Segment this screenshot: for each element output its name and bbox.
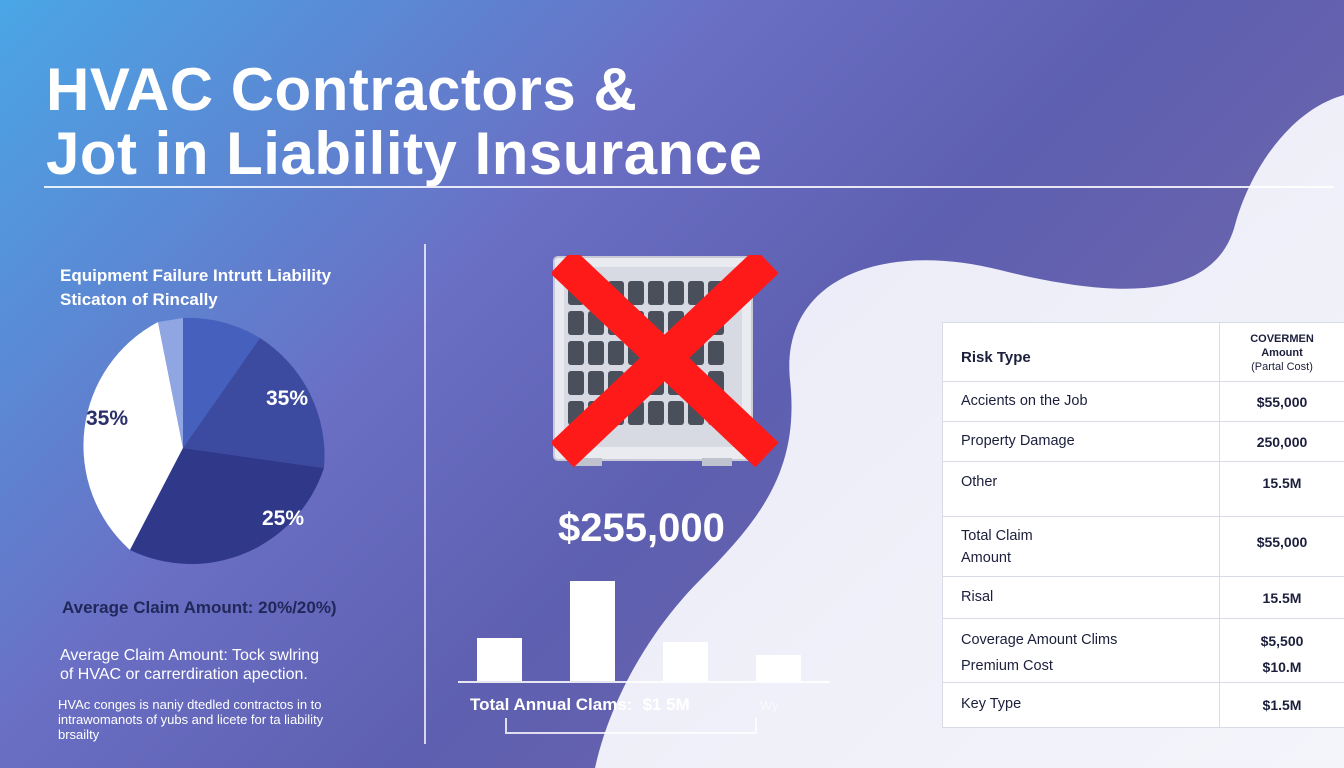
footnote-line-1: HVAc conges is naniy dtedled contractos … (58, 697, 322, 712)
footnote-line-3: brsailty (58, 727, 100, 742)
pie-slice-white (83, 322, 183, 550)
pie-label-indigo: 35% (266, 387, 309, 410)
pie-slice-blue (183, 317, 260, 448)
table-row: Accients on the Job $55,000 (943, 381, 1344, 422)
title-divider (44, 186, 1334, 188)
average-claim-caption: Average Claim Amount: 20%/20%) (62, 598, 337, 617)
table-row: Risal 15.5M (943, 576, 1344, 619)
table-cell-amount: $55,000 (1256, 394, 1308, 410)
table-row: Total Claim Amount $55,000 (943, 516, 1344, 577)
bar-chart-bar (477, 638, 522, 681)
table-cell-risk: Total Claim Amount (961, 525, 1033, 569)
title-line-1: HVAC Contractors & (46, 56, 638, 123)
pie-label-white: 35% (86, 407, 129, 430)
claim-amount: $255,000 (558, 506, 725, 550)
table-cell-amount: $55,000 (1256, 534, 1308, 550)
table-header-row: Risk Type COVERMEN Amount (Partal Cost) (943, 323, 1344, 382)
table-row: Other 15.5M (943, 461, 1344, 517)
table-header-coverage: COVERMEN Amount (Partal Cost) (1219, 332, 1344, 374)
bar-chart-bar (756, 655, 801, 681)
total-annual-claims: Total Annual Clams: $1 5M (470, 695, 700, 715)
average-claim-description: Average Claim Amount: Tock swlring of HV… (60, 646, 390, 684)
table-row: Coverage Amount Clims Premium Cost $5,50… (943, 618, 1344, 683)
table-cell-amount: $1.5M (1262, 697, 1302, 713)
table-column-divider (1219, 323, 1220, 727)
table-cell-risk: Accients on the Job (961, 393, 1088, 409)
table-cell-risk-line-2: Premium Cost (961, 658, 1053, 674)
table-cell-risk: Other (961, 474, 998, 490)
pie-slice-navy (130, 448, 324, 565)
table-cell-risk: Risal (961, 589, 994, 605)
bar-chart-bar (570, 581, 615, 681)
table-header-risk-type: Risk Type (961, 349, 1031, 366)
pie-heading: Equipment Failure Intrutt Liability Stic… (60, 264, 400, 312)
pie-slice-indigo (183, 338, 325, 468)
table-row: Property Damage 250,000 (943, 421, 1344, 462)
pie-chart (83, 317, 325, 565)
bracket-line (505, 718, 757, 734)
table-cell-risk: Key Type (961, 696, 1022, 712)
ac-unit-crossed-out-icon (552, 255, 779, 468)
coverage-table: Risk Type COVERMEN Amount (Partal Cost) … (942, 322, 1344, 728)
vertical-divider (424, 244, 426, 744)
pie-heading-line-2: Sticaton of Rincally (60, 290, 218, 309)
pie-slice-lightblue (158, 318, 183, 448)
table-cell-amount-line-1: $5,500 (1260, 633, 1304, 649)
average-claim-description-line-1: Average Claim Amount: Tock swlring (60, 647, 320, 664)
table-cell-risk: Coverage Amount Clims Premium Cost (961, 627, 1117, 679)
bar-chart-baseline (458, 681, 830, 683)
average-claim-description-line-2: of HVAC or carrerdiration apection. (60, 666, 308, 683)
table-cell-amount: 15.5M (1262, 590, 1302, 606)
title-line-2: Jot in Liability Insurance (46, 120, 763, 187)
table-cell-amount: $5,500 $10.M (1219, 628, 1344, 680)
table-header-coverage-line-2: Amount (1261, 347, 1303, 359)
table-cell-amount: 250,000 (1256, 434, 1308, 450)
total-annual-claims-value: $1 5M (642, 695, 690, 714)
table-cell-risk-line-1: Coverage Amount Clims (961, 632, 1118, 648)
bar-chart-bar (663, 642, 708, 681)
table-cell-amount-line-2: $10.M (1262, 659, 1302, 675)
table-header-coverage-line-1: COVERMEN (1250, 333, 1314, 345)
page-title: HVAC Contractors & Jot in Liability Insu… (46, 58, 762, 186)
table-cell-amount: 15.5M (1262, 475, 1302, 491)
table-cell-risk: Property Damage (961, 433, 1075, 449)
total-annual-claims-extra: Wy (760, 698, 779, 713)
table-header-coverage-line-3: (Partal Cost) (1251, 361, 1313, 373)
table-cell-risk-line-1: Total Claim (961, 528, 1033, 544)
table-cell-risk-line-2: Amount (961, 550, 1011, 566)
table-row: Key Type $1.5M (943, 682, 1344, 727)
footnote-line-2: intrawomanots of yubs and licete for ta … (58, 712, 324, 727)
pie-heading-line-1: Equipment Failure Intrutt Liability (60, 266, 332, 285)
footnote: HVAc conges is naniy dtedled contractos … (58, 697, 388, 742)
total-annual-claims-label: Total Annual Clams: (470, 695, 633, 714)
pie-label-navy: 25% (262, 507, 305, 530)
